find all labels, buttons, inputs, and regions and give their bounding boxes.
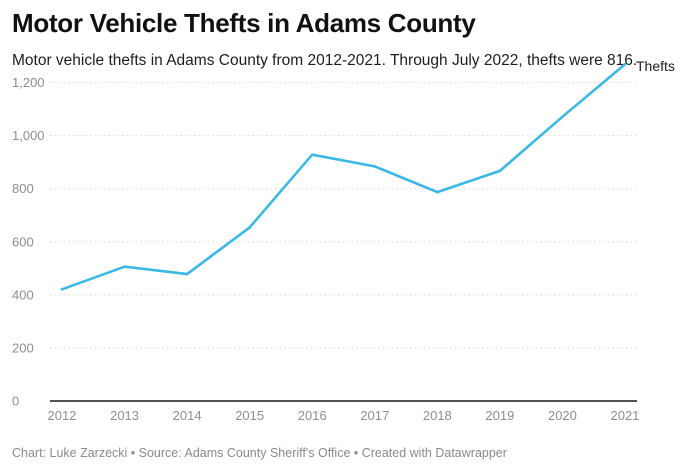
series-thefts: Thefts (60, 58, 675, 291)
y-tick-label: 1,000 (12, 128, 45, 143)
gridlines (50, 82, 637, 349)
data-point (310, 153, 314, 157)
y-tick-label: 200 (12, 340, 34, 355)
data-point (498, 169, 502, 173)
x-tick-label: 2013 (110, 408, 139, 423)
series-label: Thefts (636, 58, 675, 74)
y-axis-ticks: 0 200 400 600 800 1,000 1,200 (12, 75, 45, 408)
series-line (60, 62, 627, 291)
line-chart: 0 200 400 600 800 1,000 1,200 2012 2013 2014 2015… (12, 58, 675, 423)
data-point (436, 190, 439, 194)
x-tick-label: 2019 (485, 408, 514, 423)
data-point (248, 226, 251, 229)
y-tick-label: 1,200 (12, 75, 45, 90)
data-point (373, 165, 377, 168)
y-tick-label: 0 (12, 394, 19, 409)
chart-title: Motor Vehicle Thefts in Adams County (12, 8, 476, 38)
data-point (60, 287, 64, 291)
x-tick-label: 2014 (173, 408, 202, 423)
chart-subtitle: Motor vehicle thefts in Adams County fro… (12, 52, 638, 69)
data-point (623, 62, 627, 66)
x-axis-ticks: 2012 2013 2014 2015 2016 2017 2018 2019 2020 2021 (48, 408, 640, 423)
x-tick-label: 2018 (423, 408, 452, 423)
data-point (123, 265, 126, 269)
x-tick-label: 2012 (48, 408, 77, 423)
x-tick-label: 2015 (235, 408, 264, 423)
y-tick-label: 600 (12, 234, 34, 249)
chart-credits: Chart: Luke Zarzecki • Source: Adams Cou… (12, 446, 507, 460)
x-tick-label: 2021 (611, 408, 640, 423)
x-tick-label: 2016 (298, 408, 327, 423)
y-tick-label: 400 (12, 287, 34, 302)
data-point (185, 272, 189, 276)
x-tick-label: 2020 (548, 408, 577, 423)
x-tick-label: 2017 (360, 408, 389, 423)
y-tick-label: 800 (12, 181, 34, 196)
data-point (561, 115, 564, 119)
